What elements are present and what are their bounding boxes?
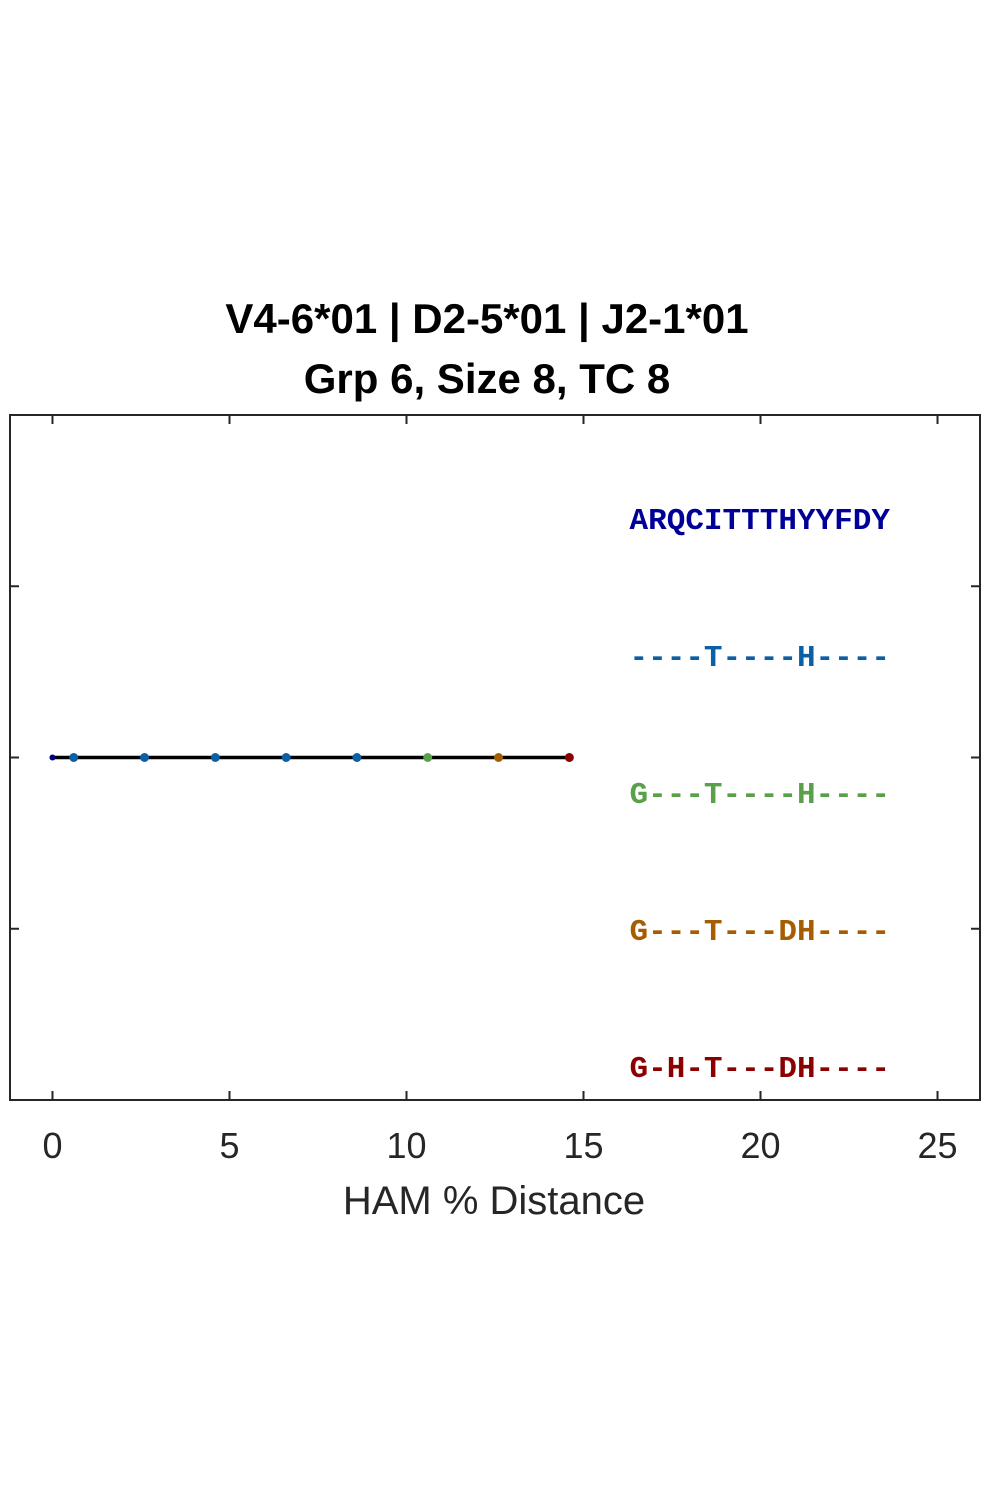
data-point-0 bbox=[49, 754, 56, 761]
x-tick-label-10: 10 bbox=[386, 1125, 426, 1166]
sequence-label-0: ARQCITTTHYYFDY bbox=[630, 504, 891, 539]
x-tick-label-25: 25 bbox=[917, 1125, 957, 1166]
data-point-5 bbox=[352, 753, 362, 762]
data-point-4 bbox=[281, 753, 291, 762]
sequence-label-3: G---T---DH---- bbox=[630, 915, 890, 950]
x-tick-label-20: 20 bbox=[740, 1125, 780, 1166]
data-point-8 bbox=[564, 753, 574, 762]
chart-title: V4-6*01 | D2-5*01 | J2-1*01 Grp 6, Size 8… bbox=[225, 295, 748, 402]
x-tick-label-15: 15 bbox=[563, 1125, 603, 1166]
sequence-label-4: G-H-T---DH---- bbox=[630, 1052, 890, 1087]
sequence-label-2: G---T----H---- bbox=[630, 778, 890, 813]
x-tick-label-0: 0 bbox=[42, 1125, 62, 1166]
data-point-3 bbox=[210, 753, 220, 762]
sequence-label-1: ----T----H---- bbox=[630, 641, 890, 676]
data-point-1 bbox=[69, 753, 79, 762]
sequence-labels: ARQCITTTHYYFDY ----T----H---- G---T----H--… bbox=[630, 504, 891, 1087]
title-line-2: Grp 6, Size 8, TC 8 bbox=[304, 355, 670, 402]
data-point-7 bbox=[494, 753, 504, 762]
data-points bbox=[49, 753, 574, 762]
data-point-6 bbox=[423, 753, 433, 762]
x-axis-label: HAM % Distance bbox=[343, 1179, 645, 1223]
x-tick-labels: 0 5 10 15 20 25 bbox=[42, 1125, 957, 1166]
data-point-2 bbox=[140, 753, 150, 762]
x-tick-label-5: 5 bbox=[219, 1125, 239, 1166]
axis-ticks bbox=[10, 414, 980, 1101]
title-line-1: V4-6*01 | D2-5*01 | J2-1*01 bbox=[225, 295, 748, 343]
